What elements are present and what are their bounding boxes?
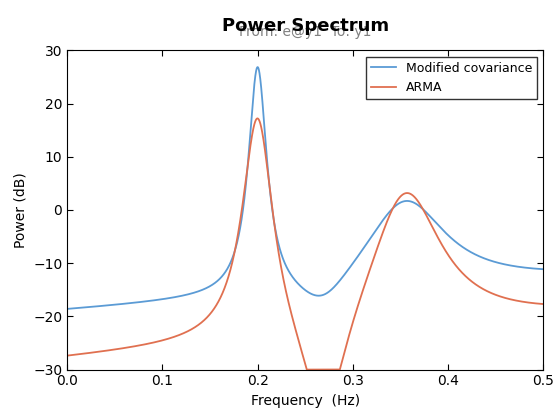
- ARMA: [254, 116, 261, 121]
- ARMA: [349, 320, 356, 325]
- ARMA: [246, 152, 253, 158]
- Modified covariance: [246, 146, 253, 151]
- X-axis label: Frequency  (Hz): Frequency (Hz): [251, 394, 360, 408]
- Modified covariance: [419, 206, 426, 211]
- Modified covariance: [151, 298, 157, 303]
- Line: ARMA: ARMA: [67, 118, 543, 370]
- Modified covariance: [374, 226, 380, 231]
- Modified covariance: [455, 241, 462, 247]
- ARMA: [419, 206, 426, 211]
- ARMA: [151, 340, 157, 345]
- ARMA: [64, 353, 71, 358]
- ARMA: [455, 267, 462, 272]
- Modified covariance: [254, 65, 261, 70]
- Legend: Modified covariance, ARMA: Modified covariance, ARMA: [366, 57, 537, 99]
- Title: Power Spectrum: Power Spectrum: [222, 17, 389, 35]
- ARMA: [540, 302, 547, 307]
- Y-axis label: Power (dB): Power (dB): [13, 172, 27, 248]
- ARMA: [374, 247, 380, 252]
- Modified covariance: [349, 261, 356, 266]
- Line: Modified covariance: Modified covariance: [67, 67, 543, 309]
- Modified covariance: [64, 306, 71, 311]
- ARMA: [304, 367, 310, 372]
- Text: From: e@y1  To: y1: From: e@y1 To: y1: [239, 25, 371, 39]
- Modified covariance: [540, 267, 547, 272]
